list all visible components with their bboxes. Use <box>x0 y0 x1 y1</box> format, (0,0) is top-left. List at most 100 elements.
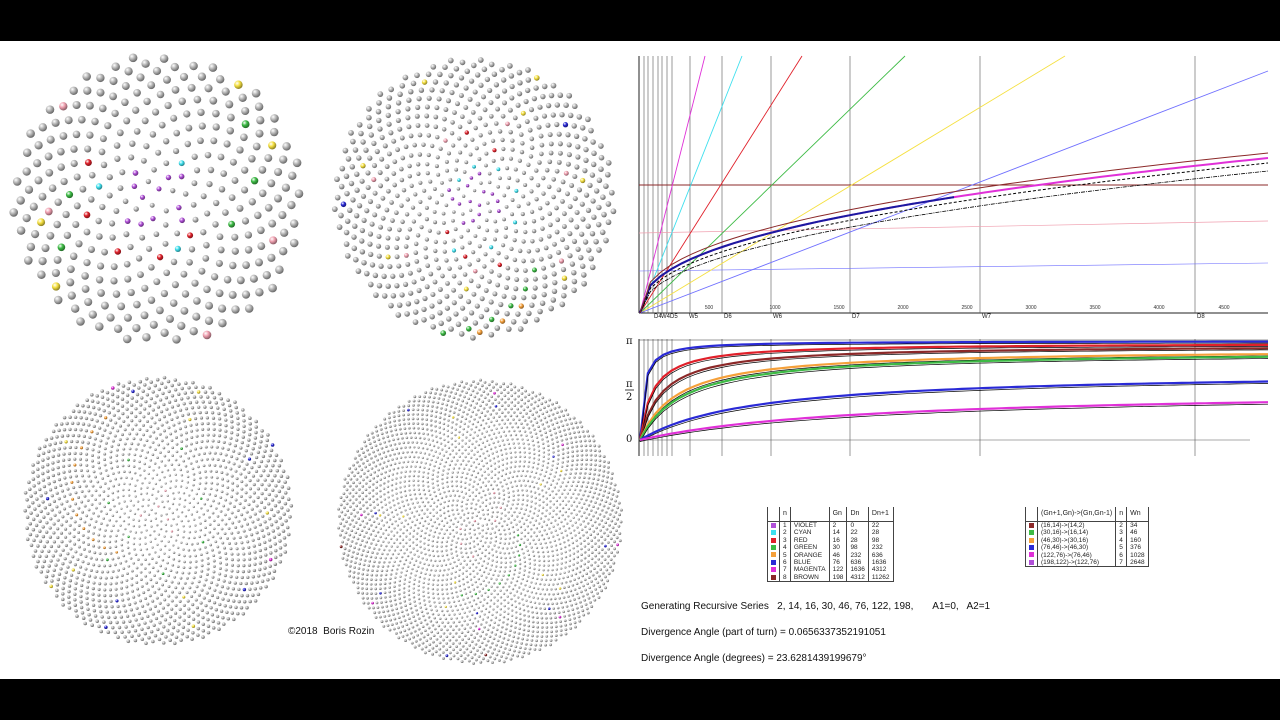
seed-grey <box>420 461 423 464</box>
seed-grey <box>496 592 499 596</box>
seed-grey <box>383 476 386 479</box>
seed-grey <box>68 492 72 496</box>
seed-grey <box>594 554 597 558</box>
seed-grey <box>438 426 441 429</box>
seed-grey <box>135 392 140 397</box>
seed-grey <box>194 167 201 174</box>
seed-grey <box>367 438 371 441</box>
seed-grey <box>600 508 604 512</box>
seed-grey <box>263 496 268 501</box>
seed-grey <box>120 538 124 541</box>
seed-grey <box>483 323 489 329</box>
seed-grey <box>584 525 587 528</box>
seed-grey <box>566 480 570 484</box>
seed-grey <box>542 446 545 450</box>
seed-grey <box>561 284 568 290</box>
seed-grey <box>537 462 540 466</box>
seed-grey <box>476 257 481 263</box>
seed-grey <box>139 437 143 441</box>
seed-grey <box>186 258 193 266</box>
seed-grey <box>387 439 391 443</box>
seed-grey <box>445 648 449 652</box>
seed-grey <box>164 544 167 548</box>
seed-grey <box>456 595 459 598</box>
seed-grey <box>418 465 422 469</box>
seed-grey <box>97 289 105 297</box>
seed-grey <box>402 404 406 408</box>
seed-grey <box>448 177 453 182</box>
seed-grey <box>553 406 557 410</box>
seed-red <box>83 211 91 219</box>
seed-grey <box>384 426 388 430</box>
seed-grey <box>379 156 385 162</box>
seed-grey <box>517 632 521 635</box>
seed-grey <box>441 644 445 648</box>
seed-grey <box>448 72 454 79</box>
seed-grey <box>182 603 186 607</box>
seed-grey <box>376 233 382 240</box>
seed-grey <box>244 231 253 239</box>
seed-grey <box>567 570 571 573</box>
seed-grey <box>110 466 114 470</box>
seed-grey <box>365 582 369 586</box>
seed-grey <box>337 514 341 518</box>
seed-grey <box>217 391 222 396</box>
seed-grey <box>608 565 612 569</box>
seed-grey <box>417 593 420 596</box>
seed-grey <box>128 470 132 474</box>
seed-grey <box>106 436 110 440</box>
seed-grey <box>477 443 481 447</box>
seed-grey <box>549 578 552 581</box>
seed-grey <box>449 130 455 136</box>
seed-grey <box>240 575 244 580</box>
seed-grey <box>241 569 246 574</box>
seed-grey <box>408 580 411 584</box>
seed-grey <box>480 594 483 597</box>
seed-yellow <box>64 440 68 444</box>
seed-grey <box>84 416 89 421</box>
seed-grey <box>556 444 560 448</box>
seed-grey <box>203 405 207 409</box>
seed-grey <box>348 569 352 573</box>
seed-grey <box>454 445 457 449</box>
seed-grey <box>586 522 590 525</box>
seed-grey <box>92 532 95 535</box>
seed-grey <box>511 639 514 643</box>
seed-grey <box>197 453 201 456</box>
seed-grey <box>479 660 483 664</box>
seed-grey <box>574 534 577 537</box>
seed-grey <box>162 375 167 380</box>
seed-grey <box>157 533 161 536</box>
seed-grey <box>241 408 245 412</box>
seed-grey <box>204 84 213 93</box>
seed-grey <box>491 661 494 664</box>
seed-grey <box>184 431 188 435</box>
seed-grey <box>486 649 490 653</box>
seed-grey <box>364 494 368 498</box>
seed-grey <box>464 592 468 595</box>
seed-grey <box>429 423 433 427</box>
seed-grey <box>44 437 49 442</box>
seed-grey <box>400 155 406 161</box>
seed-grey <box>342 492 346 496</box>
seed-grey <box>235 438 239 442</box>
seed-grey <box>554 229 560 235</box>
seed-grey <box>138 537 142 540</box>
seed-grey <box>396 466 400 470</box>
seed-grey <box>533 452 536 456</box>
seed-grey <box>263 566 267 570</box>
seed-grey <box>202 583 206 587</box>
seed-grey <box>100 161 108 169</box>
seed-grey <box>469 403 473 407</box>
seed-grey <box>385 283 391 289</box>
seed-grey <box>141 504 144 508</box>
seed-grey <box>438 653 442 657</box>
seed-grey <box>588 444 592 447</box>
seed-grey <box>379 134 385 141</box>
seed-grey <box>412 595 416 599</box>
seed-grey <box>262 271 271 280</box>
seed-grey <box>177 559 181 563</box>
seed-grey <box>45 530 49 534</box>
seed-grey <box>123 428 127 432</box>
seed-grey <box>145 419 150 424</box>
